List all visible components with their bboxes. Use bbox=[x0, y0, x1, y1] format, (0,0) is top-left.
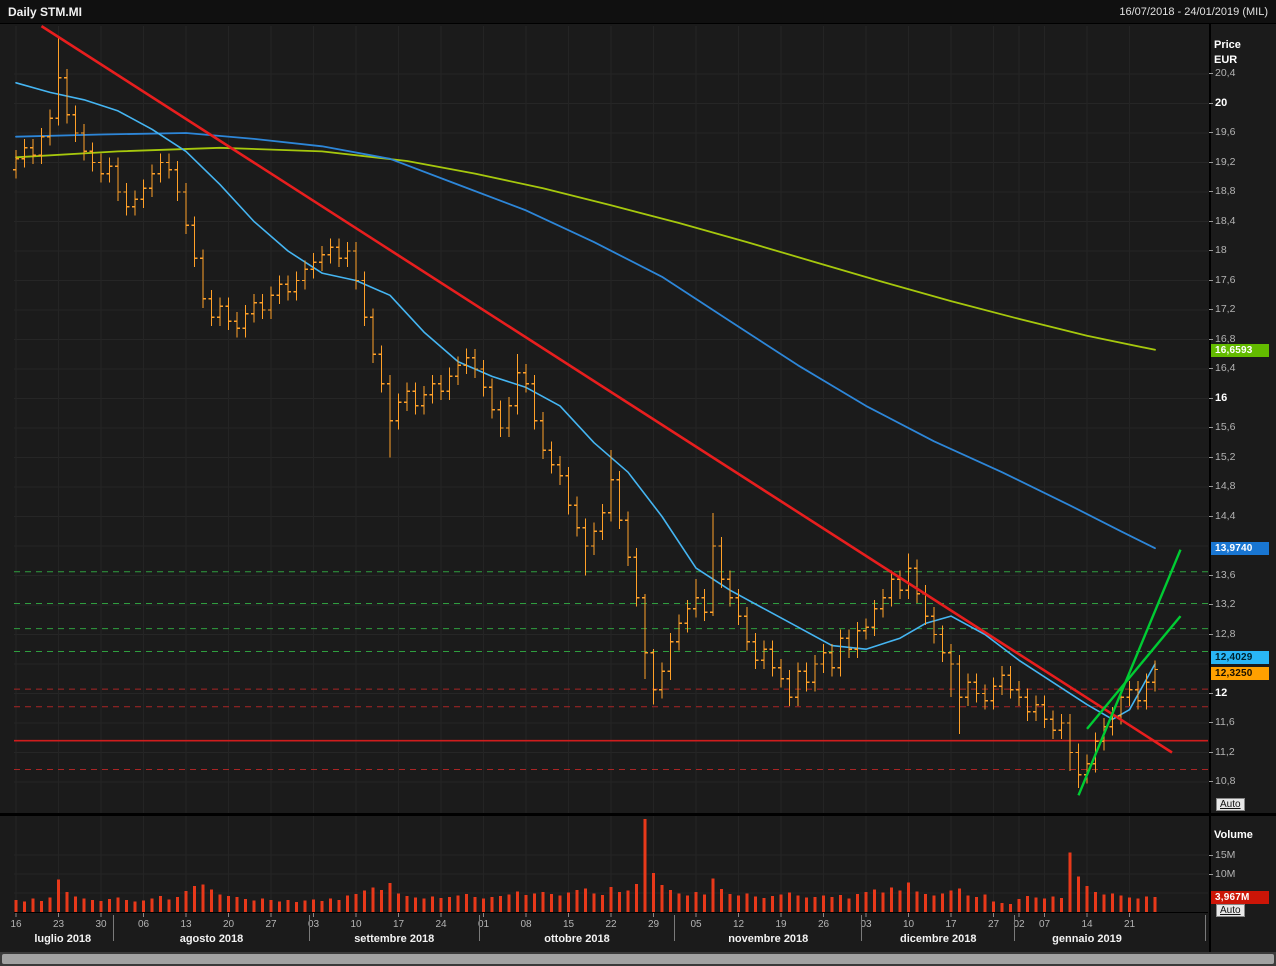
volume-auto-scale-button[interactable]: Auto bbox=[1216, 904, 1245, 917]
horizontal-scrollbar[interactable] bbox=[0, 952, 1276, 966]
date-range: 16/07/2018 - 24/01/2019 (MIL) bbox=[1119, 5, 1268, 18]
ma-mid-value-badge: 13,9740 bbox=[1211, 541, 1269, 555]
last-volume-badge: 3,967M bbox=[1211, 890, 1269, 904]
ma-long-value-badge: 16,6593 bbox=[1211, 343, 1269, 357]
price-axis-unit: EUR bbox=[1214, 54, 1238, 66]
scrollbar-thumb[interactable] bbox=[2, 954, 1274, 964]
chart-title: Daily STM.MI bbox=[8, 4, 83, 19]
volume-axis-title: Volume bbox=[1214, 829, 1253, 841]
chart-header: Daily STM.MI 16/07/2018 - 24/01/2019 (MI… bbox=[0, 0, 1276, 24]
price-axis-title: Price bbox=[1214, 39, 1241, 51]
price-auto-scale-button[interactable]: Auto bbox=[1216, 798, 1245, 811]
ma-short-value-badge: 12,4029 bbox=[1211, 650, 1269, 664]
last-price-badge: 12,3250 bbox=[1211, 666, 1269, 680]
